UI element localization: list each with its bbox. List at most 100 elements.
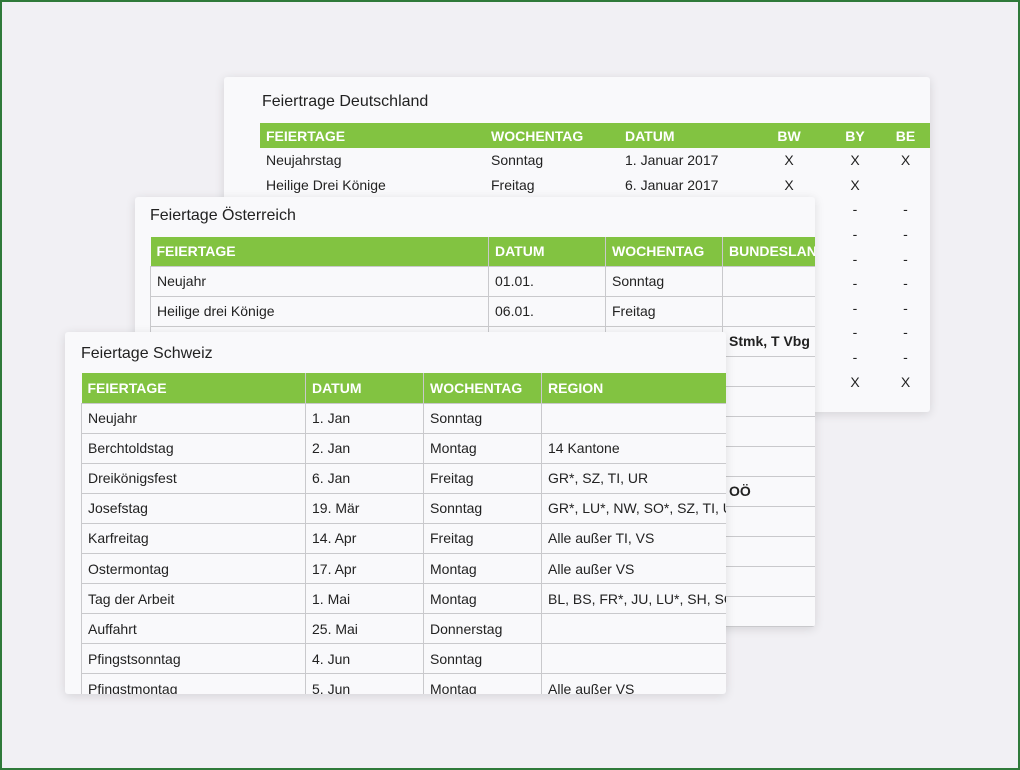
table-cell: Heilige Drei Könige (266, 176, 386, 193)
table-cell: Freitag (423, 522, 542, 554)
table-row: Karfreitag 14. Apr Freitag Alle außer TI, V… (81, 522, 726, 554)
column-header: WOCHENTAG (605, 237, 723, 266)
table-cell (722, 535, 815, 567)
table-row: -- (260, 296, 930, 321)
table-cell (541, 643, 726, 675)
table-cell: BL, BS, FR*, JU, LU*, SH, SO* (541, 583, 726, 615)
table-cell: Berchtoldstag (81, 432, 306, 464)
table-cell: Karfreitag (81, 522, 306, 554)
column-header: FEIERTAGE (150, 237, 489, 266)
card-title: Feiertage Schweiz (81, 345, 213, 362)
table-row: Neujahr 1. Jan Sonntag (81, 402, 726, 434)
table-cell: 5. Jun (305, 673, 424, 694)
table-cell (722, 505, 815, 537)
table-cell: Sonntag (605, 265, 723, 297)
table-row: Auffahrt 25. Mai Donnerstag (81, 613, 726, 645)
table-row: Pfingstmontag 5. Jun Montag Alle außer VS (81, 673, 726, 694)
table-cell: 19. Mär (305, 492, 424, 524)
table-row: Dreikönigsfest 6. Jan Freitag GR*, SZ, TI, … (81, 462, 726, 494)
table-cell: 1. Januar 2017 (625, 152, 719, 169)
table-cell: Freitag (605, 295, 723, 327)
table-row: Heilige Drei Könige Freitag 6. Januar 2017… (260, 173, 930, 198)
table-cell: Montag (423, 552, 542, 585)
table-cell: X (784, 152, 794, 169)
table-cell: Montag (423, 673, 542, 694)
table-cell: Tag der Arbeit (81, 583, 306, 615)
table-cell (722, 565, 815, 597)
column-header: BY (829, 123, 881, 148)
table-cell: X (900, 152, 911, 169)
table-row: Pfingstsonntag 4. Jun Sonntag (81, 643, 726, 675)
column-header: BUNDESLAND (722, 237, 815, 266)
table-cell: X (850, 373, 860, 390)
table-row: Tag der Arbeit 1. Mai Montag BL, BS, FR*, J… (81, 583, 726, 615)
table-cell: 6. Januar 2017 (625, 176, 719, 193)
table-cell (722, 355, 815, 387)
table-cell: Montag (423, 432, 542, 464)
table-cell: 4. Jun (305, 643, 424, 675)
table-cell: Stmk, T Vbg (722, 325, 815, 357)
table-cell (722, 415, 815, 447)
table-cell: 17. Apr (305, 552, 424, 585)
column-header: DATUM (305, 373, 424, 403)
table-cell: - (852, 250, 858, 267)
table-cell: - (903, 324, 908, 341)
table-cell: Pfingstmontag (81, 673, 306, 694)
table-row: Neujahrstag Sonntag 1. Januar 2017 X X X (260, 148, 930, 173)
column-header: BE (881, 123, 930, 148)
table-cell: 1. Jan (305, 402, 424, 434)
table-cell: OÖ (722, 475, 815, 507)
table-row: Neujahr 01.01. Sonntag (150, 265, 815, 297)
table-cell: - (903, 275, 908, 292)
table-cell: - (903, 349, 908, 366)
table-cell: 25. Mai (305, 613, 424, 645)
table-row: -- (260, 320, 930, 345)
table-cell: 14. Apr (305, 522, 424, 554)
table-cell: 1. Mai (305, 583, 424, 615)
table-cell: Ostermontag (81, 552, 306, 585)
table-row: Berchtoldstag 2. Jan Montag 14 Kantone (81, 432, 726, 464)
table-cell: - (852, 299, 858, 316)
table-cell: Neujahr (150, 265, 489, 297)
table-cell: - (852, 275, 858, 292)
table-row: -- (260, 222, 930, 247)
column-header: WOCHENTAG (485, 123, 619, 148)
table-cell: 2. Jan (305, 432, 424, 464)
table-cell: 14 Kantone (541, 432, 726, 464)
table-cell: GR*, SZ, TI, UR (541, 462, 726, 494)
table-cell (722, 445, 815, 477)
table-cell (541, 402, 726, 434)
table-cell: X (900, 373, 911, 390)
table-cell: X (850, 152, 860, 169)
table-cell: 6. Jan (305, 462, 424, 494)
column-header: DATUM (619, 123, 749, 148)
table-cell: Pfingstsonntag (81, 643, 306, 675)
card-title: Feiertage Österreich (150, 207, 296, 224)
table-cell: Sonntag (423, 402, 542, 434)
table-cell: Neujahrstag (266, 152, 342, 169)
holiday-table-germany: FEIERTAGE WOCHENTAG DATUM BW BY BE Neujahrsta… (260, 123, 930, 394)
column-header: DATUM (488, 237, 606, 266)
table-cell: Freitag (423, 462, 542, 494)
table-cell (722, 595, 815, 627)
table-cell: - (852, 349, 858, 366)
table-cell: Neujahr (81, 402, 306, 434)
table-cell (722, 295, 815, 327)
table-cell: X (850, 176, 860, 193)
table-cell: X (784, 176, 794, 193)
table-cell: Auffahrt (81, 613, 306, 645)
holiday-table-switzerland: FEIERTAGE DATUM WOCHENTAG REGION Neujahr 1. … (81, 373, 726, 694)
table-cell: 01.01. (488, 265, 606, 297)
card-title: Feiertrage Deutschland (262, 93, 429, 110)
table-cell: Heilige drei Könige (150, 295, 489, 327)
table-cell: Sonntag (491, 152, 544, 169)
table-cell: - (903, 201, 908, 218)
table-row: -- (260, 197, 930, 222)
table-cell: - (852, 226, 858, 243)
table-row: Ostermontag 17. Apr Montag Alle außer VS (81, 552, 726, 585)
column-header: BW (749, 123, 829, 148)
column-header: FEIERTAGE (81, 373, 306, 403)
table-cell: - (903, 299, 908, 316)
